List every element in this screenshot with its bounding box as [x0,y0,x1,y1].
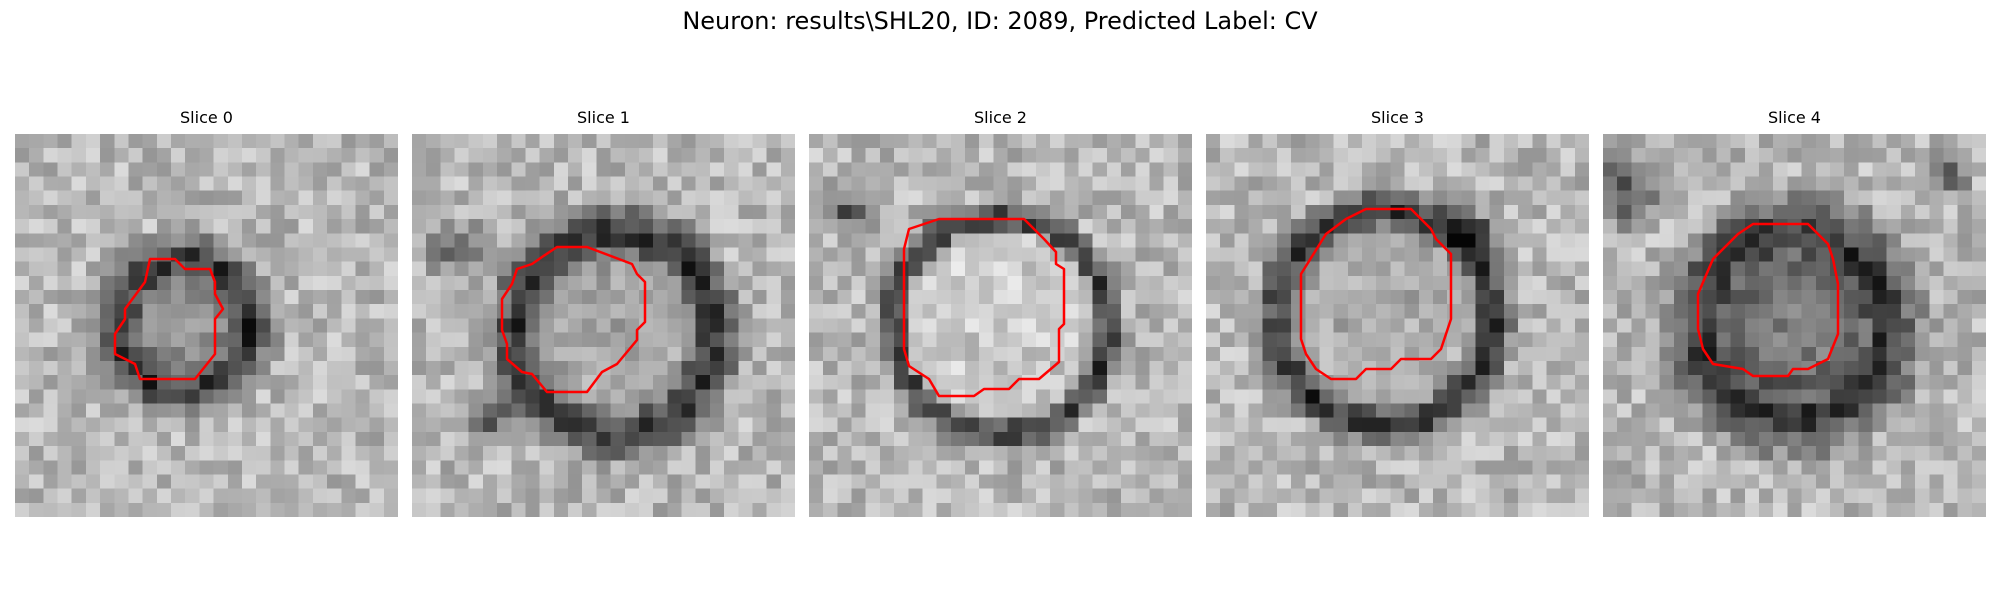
slice-image-2 [809,134,1192,517]
slice-image-0 [15,134,398,517]
segmentation-contour [113,257,225,381]
slice-panel-3: Slice 3 [1206,108,1589,517]
slice-title-2: Slice 2 [974,108,1027,127]
pixel-grid [1206,134,1589,517]
pixel-grid [412,134,795,517]
slice-panel-4: Slice 4 [1603,108,1986,517]
slice-image-4 [1603,134,1986,517]
slice-image-3 [1206,134,1589,517]
segmentation-contour [902,217,1066,398]
pixel-grid [809,134,1192,517]
pixel-grid [15,134,398,517]
slice-panel-1: Slice 1 [412,108,795,517]
slice-title-3: Slice 3 [1371,108,1424,127]
figure-title: Neuron: results\SHL20, ID: 2089, Predict… [682,7,1318,35]
slice-title-4: Slice 4 [1768,108,1821,127]
slice-panel-2: Slice 2 [809,108,1192,517]
segmentation-contour [500,245,647,394]
slice-title-0: Slice 0 [180,108,233,127]
segmentation-contour [1696,222,1840,378]
pixel-grid [1603,134,1986,517]
segmentation-contour [1299,207,1453,381]
slice-image-1 [412,134,795,517]
slice-panel-0: Slice 0 [15,108,398,517]
slice-title-1: Slice 1 [577,108,630,127]
